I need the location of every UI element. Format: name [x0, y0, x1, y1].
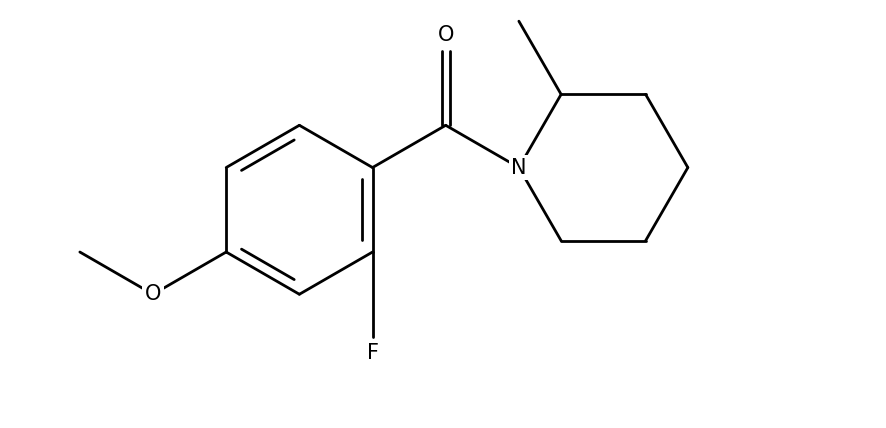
Text: O: O	[144, 284, 161, 304]
Text: O: O	[438, 25, 454, 45]
Text: N: N	[511, 158, 526, 178]
Text: F: F	[367, 343, 378, 363]
